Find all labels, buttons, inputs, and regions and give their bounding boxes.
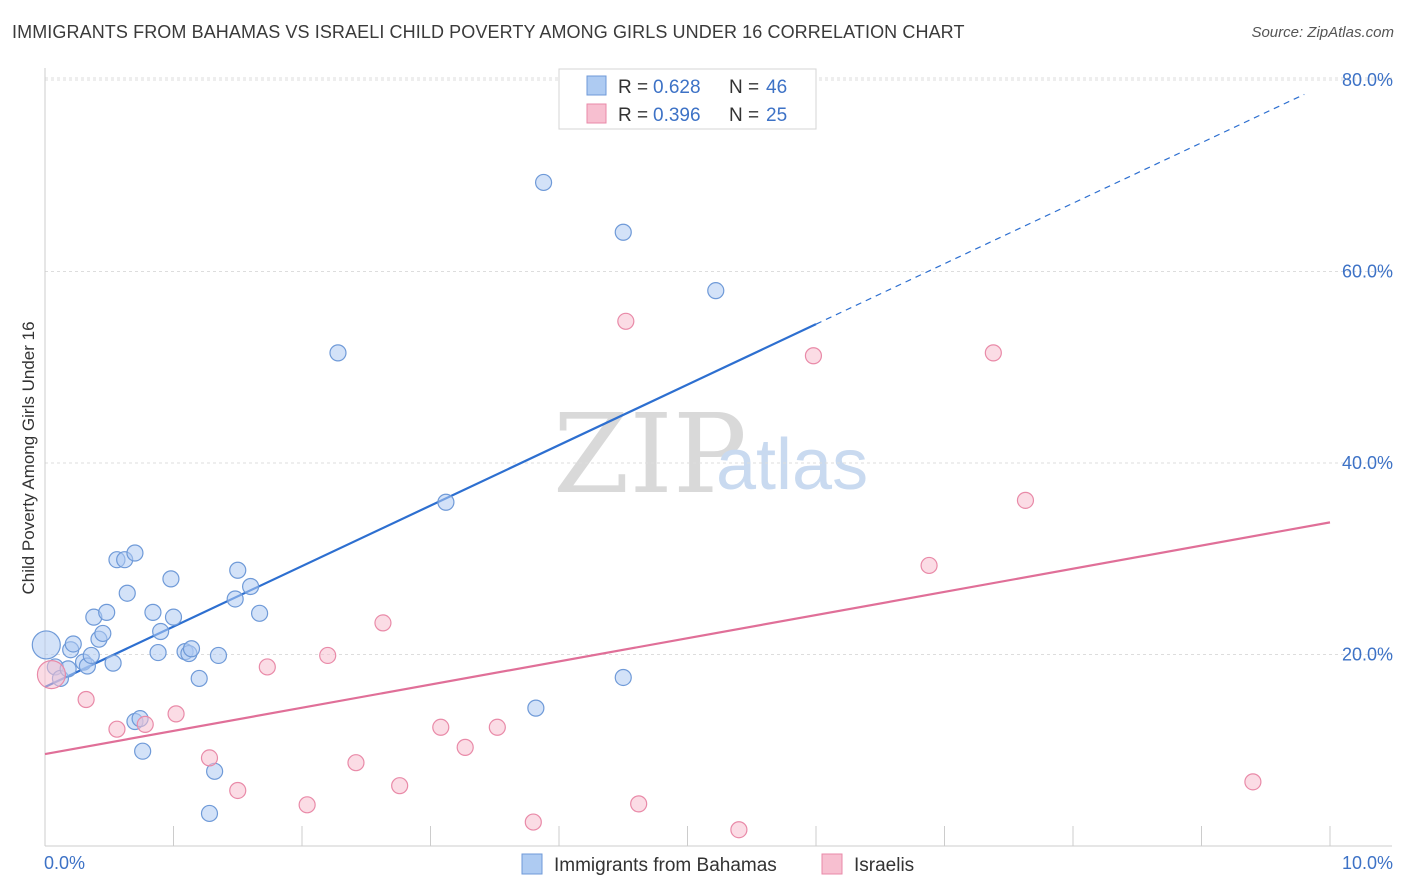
legend-n-value-1: 46 xyxy=(766,77,787,98)
bahamas-point xyxy=(134,742,152,760)
bahamas-point xyxy=(94,624,112,643)
bahamas-point xyxy=(126,544,144,562)
israelis-point xyxy=(229,781,247,800)
bottom-legend-label-bahamas: Immigrants from Bahamas xyxy=(554,855,777,876)
axes xyxy=(44,68,1392,847)
bahamas-trendline xyxy=(44,323,817,689)
bahamas-point xyxy=(437,493,455,511)
bahamas-point xyxy=(614,223,632,241)
legend-r-value-1: 0.628 xyxy=(653,77,701,98)
bahamas-point xyxy=(149,643,167,662)
bottom-legend-swatch-pink xyxy=(821,853,843,875)
israelis-point xyxy=(432,718,450,736)
bahamas-point xyxy=(104,654,122,672)
bahamas-point xyxy=(164,608,183,626)
bahamas-point xyxy=(64,635,82,653)
israelis-point xyxy=(374,614,392,632)
y-tick-label: 20.0% xyxy=(1342,645,1393,665)
gridlines xyxy=(45,77,1392,655)
bahamas-point xyxy=(527,699,545,717)
israelis-point xyxy=(488,718,506,736)
bahamas-point xyxy=(98,603,116,621)
legend-swatch-blue xyxy=(586,75,607,96)
israelis-point xyxy=(630,795,648,813)
bahamas-point xyxy=(209,646,228,665)
legend-r-value-2: 0.396 xyxy=(653,105,701,126)
israelis-point xyxy=(136,715,154,733)
israelis-point xyxy=(984,344,1002,362)
israelis-point xyxy=(36,660,67,690)
israelis-point xyxy=(391,777,409,795)
x-tick-label-min: 0.0% xyxy=(44,853,85,873)
bahamas-point xyxy=(152,622,170,641)
israelis-point xyxy=(804,347,823,365)
israelis-point xyxy=(298,796,316,814)
israelis-point xyxy=(200,749,219,767)
bottom-legend: Immigrants from Bahamas Israelis xyxy=(521,853,914,876)
bottom-legend-swatch-blue xyxy=(521,853,543,875)
y-tick-label: 80.0% xyxy=(1342,70,1393,90)
israelis-point xyxy=(167,705,185,723)
chart-title: IMMIGRANTS FROM BAHAMAS VS ISRAELI CHILD… xyxy=(12,22,965,42)
y-axis-label: Child Poverty Among Girls Under 16 xyxy=(19,321,38,594)
bahamas-point xyxy=(144,603,162,621)
y-tick-label: 60.0% xyxy=(1342,262,1393,282)
bahamas-point xyxy=(534,173,553,192)
israelis-point xyxy=(319,646,337,665)
israelis-point xyxy=(617,312,635,330)
israelis-point xyxy=(258,658,276,676)
bottom-legend-label-israelis: Israelis xyxy=(854,855,914,876)
israelis-point xyxy=(730,821,748,839)
legend-swatch-pink xyxy=(586,103,607,124)
top-legend: R = 0.628 N = 46 R = 0.396 N = 25 xyxy=(558,68,817,130)
bahamas-point xyxy=(182,640,201,658)
israelis-point xyxy=(920,556,938,575)
watermark-zip: ZIP xyxy=(553,390,747,518)
source-label: Source: ZipAtlas.com xyxy=(1251,24,1394,41)
bahamas-point xyxy=(229,561,247,579)
trendlines xyxy=(44,93,1331,756)
bahamas-point xyxy=(242,577,260,596)
israelis-trendline xyxy=(44,521,1331,756)
data-points xyxy=(31,173,1262,839)
israelis-point xyxy=(347,754,365,772)
bahamas-point xyxy=(329,344,347,362)
bahamas-point xyxy=(31,630,61,660)
x-tick-label-max: 10.0% xyxy=(1342,853,1393,873)
israelis-point xyxy=(108,720,126,738)
legend-r-label-2: R = xyxy=(618,105,648,126)
legend-r-label-1: R = xyxy=(618,77,648,98)
bahamas-point xyxy=(118,584,136,602)
bahamas-point xyxy=(200,804,219,823)
bahamas-point xyxy=(707,282,725,300)
bahamas-point xyxy=(82,646,100,665)
bahamas-point xyxy=(614,668,632,687)
bahamas-trendline-extension xyxy=(815,93,1305,325)
bahamas-point xyxy=(162,570,180,588)
legend-n-label-2: N = xyxy=(729,105,759,126)
israelis-point xyxy=(1244,773,1262,791)
legend-n-value-2: 25 xyxy=(766,105,787,126)
israelis-point xyxy=(77,690,95,709)
israelis-point xyxy=(1016,491,1035,509)
tick-labels: 20.0% 40.0% 60.0% 80.0% 0.0% 10.0% xyxy=(44,70,1393,873)
bahamas-point xyxy=(190,669,208,688)
y-tick-label: 40.0% xyxy=(1342,453,1393,473)
bahamas-point xyxy=(226,590,244,608)
watermark-atlas: atlas xyxy=(716,425,868,505)
israelis-point xyxy=(456,738,474,756)
legend-n-label-1: N = xyxy=(729,77,759,98)
bahamas-point xyxy=(250,604,269,622)
israelis-point xyxy=(524,813,542,831)
